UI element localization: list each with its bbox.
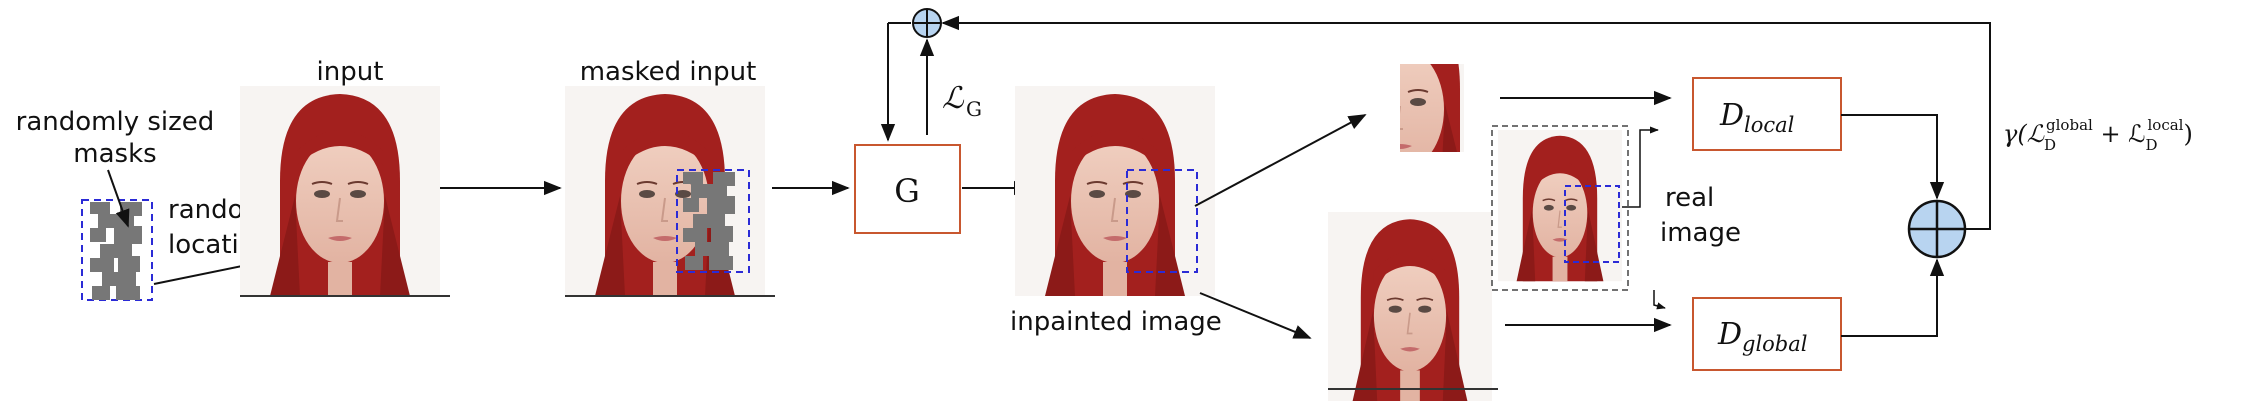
svg-text:local: local: [1744, 113, 1794, 137]
svg-text:D: D: [1719, 98, 1744, 133]
real-image-group: [1491, 125, 1629, 291]
global-image: [1327, 211, 1498, 402]
arrow-dglobal-to-sum: [1841, 258, 1945, 337]
real-image-label-line1: real: [1665, 183, 1714, 213]
svg-text:γ(ℒDglobal + ℒDlocal): γ(ℒDglobal + ℒDlocal): [2003, 116, 2193, 154]
arrow-dlocal-to-sum: [1841, 114, 1945, 200]
generator-label: G: [894, 172, 920, 210]
masked-input-label: masked input: [580, 57, 757, 87]
mask-sample: [81, 199, 153, 301]
svg-text:G: G: [966, 97, 982, 121]
arrow-inpainted-to-local-crop: [1194, 114, 1367, 207]
arrow-real-to-dlocal: [1622, 126, 1659, 208]
arrow-masks-to-sample: [107, 169, 130, 228]
sum-node-right: [1907, 199, 1967, 259]
local-crop-image: [1400, 64, 1464, 152]
gamma-loss-label: γ(ℒDglobal + ℒDlocal): [2003, 116, 2193, 154]
d-global-block: D global: [1692, 297, 1842, 371]
masked-input-image: [564, 85, 775, 297]
input-image: [239, 85, 450, 297]
input-label: input: [317, 57, 384, 87]
svg-text:D: D: [1717, 317, 1742, 352]
arrow-real-to-dglobal: [1653, 290, 1666, 310]
inpainted-image: [1014, 85, 1216, 297]
generator-block: G: [854, 144, 961, 234]
d-local-block: D local: [1692, 77, 1842, 151]
arrow-inpainted-to-global: [1199, 292, 1312, 339]
sum-node-top: [912, 8, 942, 38]
randomly-sized-masks-label-line1: randomly sized: [16, 107, 215, 137]
real-image-label-line2: image: [1660, 218, 1741, 248]
svg-text:global: global: [1742, 332, 1807, 356]
arrow-feedback-to-top-sum: [941, 15, 1991, 230]
inpainted-image-label: inpainted image: [1010, 307, 1222, 337]
svg-text:ℒ: ℒ: [942, 81, 965, 116]
loss-g-label: ℒ G: [942, 81, 982, 121]
randomly-sized-masks-label-line2: masks: [73, 139, 156, 169]
